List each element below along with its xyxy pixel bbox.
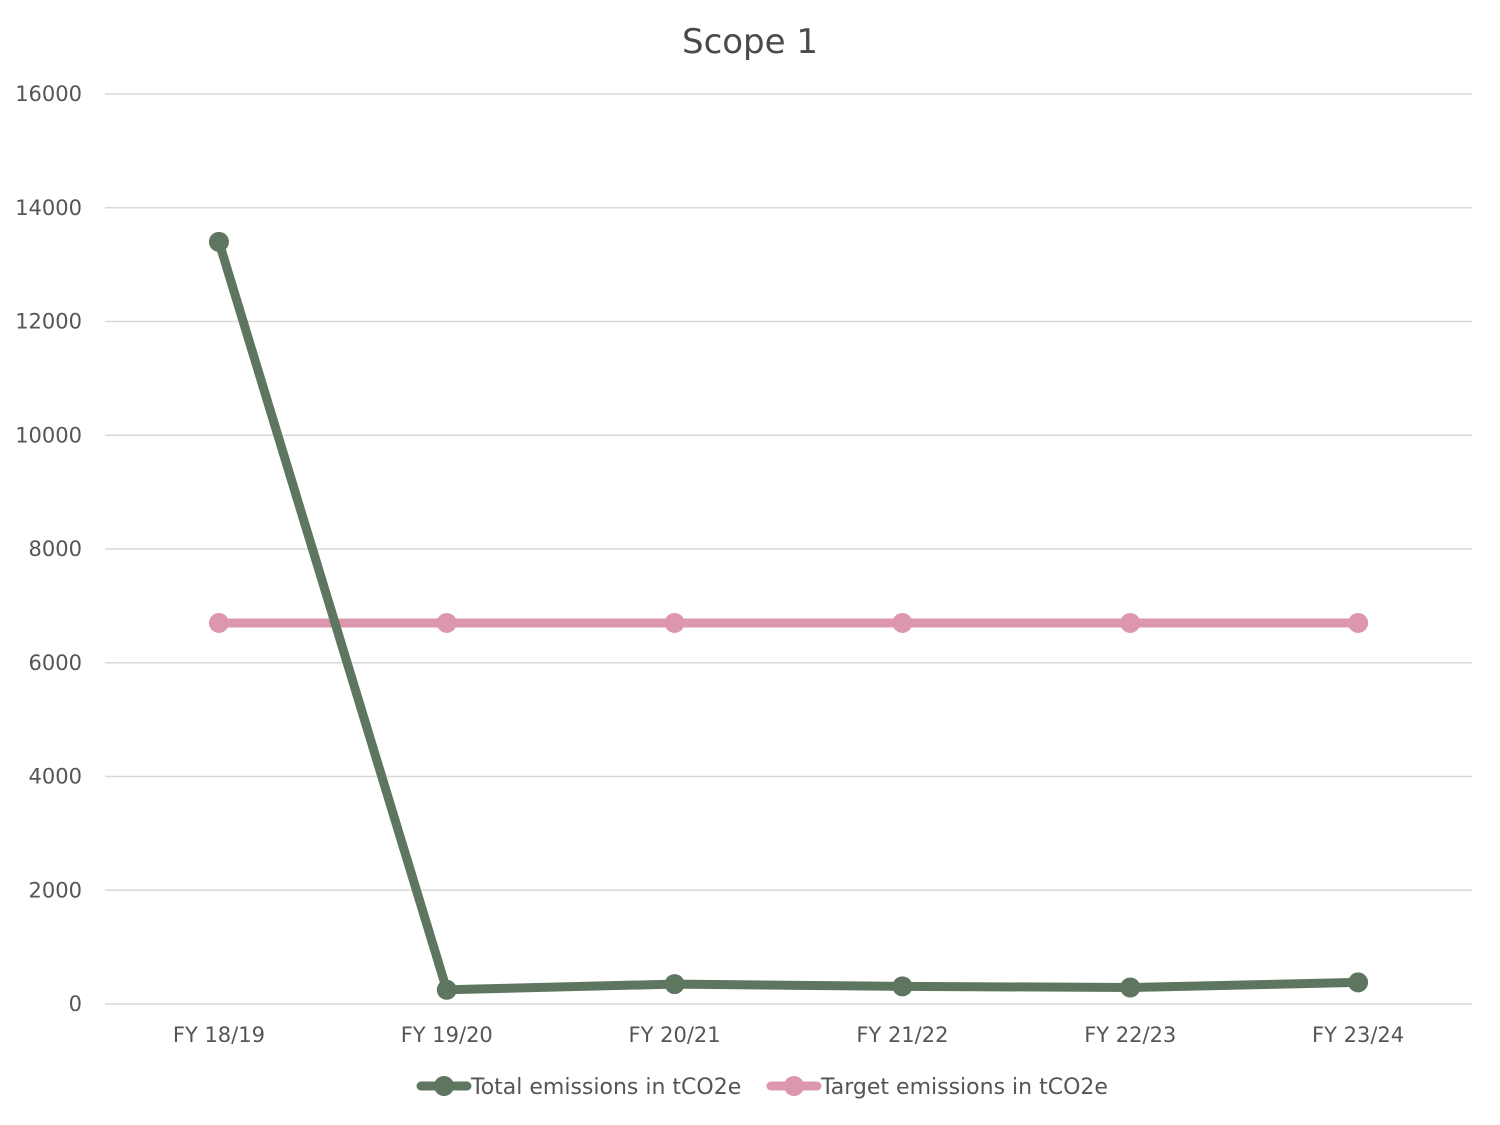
y-tick-label: 0 <box>69 992 82 1016</box>
legend: Total emissions in tCO2e Target emissions… <box>416 1075 1108 1100</box>
x-axis-ticks: FY 18/19 FY 19/20 FY 20/21 FY 21/22 FY 22/23… <box>173 1023 1404 1047</box>
y-tick-label: 16000 <box>15 82 82 106</box>
series-layer <box>208 231 1369 1000</box>
data-point <box>892 976 913 997</box>
chart-title: Scope 1 <box>682 22 818 62</box>
y-axis-ticks: 0 2000 4000 6000 8000 10000 12000 14000 16000 <box>15 82 82 1016</box>
data-point <box>892 612 913 633</box>
x-tick-label: FY 19/20 <box>401 1023 493 1047</box>
x-tick-label: FY 18/19 <box>173 1023 265 1047</box>
legend-label: Target emissions in tCO2e <box>820 1075 1108 1100</box>
data-point <box>1120 612 1141 633</box>
y-tick-label: 14000 <box>15 196 82 220</box>
legend-label: Total emissions in tCO2e <box>470 1075 741 1100</box>
grid-layer <box>105 93 1472 1005</box>
y-tick-label: 6000 <box>29 651 82 675</box>
y-tick-label: 8000 <box>29 537 82 561</box>
x-tick-label: FY 23/24 <box>1312 1023 1404 1047</box>
data-point <box>664 974 685 995</box>
x-tick-label: FY 22/23 <box>1084 1023 1176 1047</box>
y-tick-label: 4000 <box>29 765 82 789</box>
data-point <box>664 612 685 633</box>
data-point <box>1348 612 1369 633</box>
data-point <box>1120 977 1141 998</box>
data-point <box>1348 972 1369 993</box>
legend-item: Target emissions in tCO2e <box>766 1075 1108 1100</box>
x-tick-label: FY 21/22 <box>856 1023 948 1047</box>
series-0 <box>208 231 1369 1000</box>
data-point <box>436 979 457 1000</box>
y-tick-label: 10000 <box>15 423 82 447</box>
y-tick-label: 12000 <box>15 310 82 334</box>
y-tick-label: 2000 <box>29 878 82 902</box>
legend-swatch-marker <box>434 1076 454 1096</box>
x-tick-label: FY 20/21 <box>629 1023 721 1047</box>
legend-swatch-marker <box>784 1076 804 1096</box>
data-point <box>208 231 229 252</box>
series-line <box>214 237 1363 995</box>
data-point <box>208 612 229 633</box>
data-point <box>436 612 457 633</box>
legend-item: Total emissions in tCO2e <box>416 1075 741 1100</box>
series-1 <box>208 612 1369 633</box>
